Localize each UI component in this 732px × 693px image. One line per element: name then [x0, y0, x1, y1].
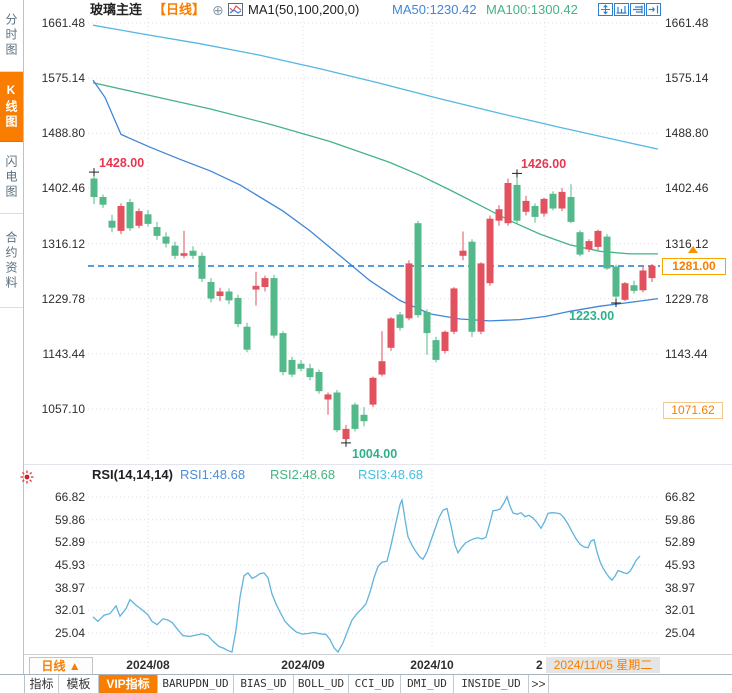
price-label-left-8: 1057.10: [41, 402, 85, 416]
indicator-toolbar: 指标 模板 VIP指标 BARUPDN_UD BIAS_UD BOLL_UD CCI_UD D…: [0, 674, 732, 693]
xaxis-tick-partial: 2: [536, 658, 543, 672]
price-label-right-7: 1143.44: [665, 346, 708, 361]
rsi-label-left-4: 45.93: [54, 558, 85, 572]
ma50-line: [92, 79, 659, 322]
vertical-gridlines: [147, 14, 546, 650]
rsi-label-left-7: 25.04: [54, 626, 85, 640]
toolbar-tab-4[interactable]: BARUPDN_UD: [158, 675, 234, 693]
sidebar-tab-4[interactable]: 合约资料: [0, 214, 23, 308]
price-label-right-2: 1575.14: [665, 71, 709, 86]
price-label-right-1: 1661.48: [665, 16, 709, 30]
toolbar-tab-2[interactable]: 模板: [59, 675, 99, 693]
alert-sun-icon[interactable]: [20, 470, 34, 484]
annotation-low-1004: 1004.00: [352, 446, 398, 461]
rsi2-value: RSI2:48.68: [270, 467, 336, 482]
rsi-label-left-6: 32.01: [54, 603, 85, 618]
candles-layer: [90, 172, 656, 443]
price-label-left-6: 1229.78: [41, 291, 85, 306]
rsi-gridlines: [88, 496, 660, 634]
ma50-value: MA50:1230.42: [392, 2, 477, 17]
xaxis-row: 日线 ▲ 2 2024/11/05 星期二 2024/08 2024/09 2024…: [24, 654, 732, 676]
price-label-left-4: 1402.46: [41, 181, 85, 196]
axis-right-icon[interactable]: [630, 3, 645, 16]
chart-type-icon: [228, 3, 243, 16]
annotation-high-1428: 1428.00: [99, 156, 145, 171]
price-label-left-7: 1143.44: [42, 346, 86, 361]
chart-canvas[interactable]: [0, 0, 732, 660]
sidebar-tab-3[interactable]: 闪电图: [0, 142, 23, 214]
axis-bottom-icon[interactable]: [614, 3, 629, 16]
add-indicator-icon[interactable]: ⊕: [212, 2, 224, 18]
price-label-left-5: 1316.12: [41, 236, 85, 251]
annotation-high-1426: 1426.00: [521, 157, 567, 172]
toolbar-tab-10[interactable]: >>: [529, 675, 549, 693]
xaxis-tick-2024-09: 2024/09: [281, 658, 325, 672]
toolbar-tab-3[interactable]: VIP指标: [99, 675, 158, 693]
rsi-axis-right: 66.82 59.86 52.89 45.93 38.97 32.01 25.04: [665, 0, 732, 660]
rsi-label-right-6: 32.01: [665, 603, 696, 618]
toolbar-tab-8[interactable]: DMI_UD: [401, 675, 454, 693]
toolbar-tab-6[interactable]: BOLL_UD: [294, 675, 349, 693]
special-price-level: 1071.62: [663, 402, 723, 419]
rsi-label-right-7: 25.04: [665, 626, 696, 640]
rsi-label-left-2: 59.86: [54, 512, 85, 527]
price-axis-right: 1661.48 1575.14 1488.80 1402.46 1316.12 1229.…: [665, 0, 732, 660]
rsi-label-left-3: 52.89: [54, 535, 85, 550]
xaxis-tick-2024-08: 2024/08: [126, 658, 170, 672]
symbol-title: 玻璃主连: [90, 2, 143, 17]
toolbar-tab-7[interactable]: CCI_UD: [349, 675, 401, 693]
rsi1-value: RSI1:48.68: [180, 467, 246, 482]
pan-icon[interactable]: [598, 3, 613, 16]
price-label-left-3: 1488.80: [41, 126, 85, 141]
rsi-label-right-2: 59.86: [665, 512, 696, 527]
extreme-markers: [89, 168, 621, 447]
ma-settings-label: MA1(50,100,200,0): [248, 2, 360, 17]
current-price-tag: 1281.00: [662, 258, 726, 275]
toolbar-tab-5[interactable]: BIAS_UD: [234, 675, 294, 693]
sidebar: 分时图 K线图 闪电图 合约资料: [0, 0, 24, 693]
rsi-label-right-1: 66.82: [665, 490, 696, 504]
rsi3-value: RSI3:48.68: [358, 467, 424, 482]
current-date-label: 2024/11/05 星期二: [546, 657, 660, 673]
rsi-label-right-4: 45.93: [665, 558, 696, 572]
rsi-label-right-3: 52.89: [665, 535, 696, 550]
period-selector-button[interactable]: 日线 ▲: [29, 657, 93, 675]
toolbar-spacer: [0, 675, 25, 693]
toolbar-tab-9[interactable]: INSIDE_UD: [454, 675, 529, 693]
price-up-arrow-icon: [688, 246, 698, 253]
xaxis-tick-2024-10: 2024/10: [410, 658, 454, 672]
rsi-label-left-1: 66.82: [54, 490, 85, 504]
ma200-line: [92, 24, 659, 150]
sidebar-tab-1[interactable]: 分时图: [0, 0, 23, 72]
sidebar-tab-2[interactable]: K线图: [0, 72, 23, 142]
ma100-value: MA100:1300.42: [486, 2, 578, 17]
rsi-label-right-5: 38.97: [665, 580, 696, 595]
rsi-axis-left: 66.82 59.86 52.89 45.93 38.97 32.01 25.04: [0, 0, 85, 660]
period-label: 【日线】: [153, 2, 206, 17]
toolbar-tab-1[interactable]: 指标: [25, 675, 59, 693]
price-label-left-2: 1575.14: [41, 71, 85, 86]
price-label-right-4: 1402.46: [665, 181, 709, 196]
price-label-right-6: 1229.78: [665, 291, 709, 306]
annotation-low-1223: 1223.00: [569, 309, 615, 324]
price-label-right-3: 1488.80: [665, 126, 709, 141]
rsi-line: [92, 494, 641, 654]
rsi-title: RSI(14,14,14): [92, 467, 173, 482]
price-axis-left: 1661.48 1575.14 1488.80 1402.46 1316.12 1229.…: [0, 0, 85, 660]
export-icon[interactable]: [646, 3, 661, 16]
rsi-label-left-5: 38.97: [54, 580, 85, 595]
price-label-left-1: 1661.48: [41, 16, 85, 30]
ma100-line: [92, 82, 658, 255]
